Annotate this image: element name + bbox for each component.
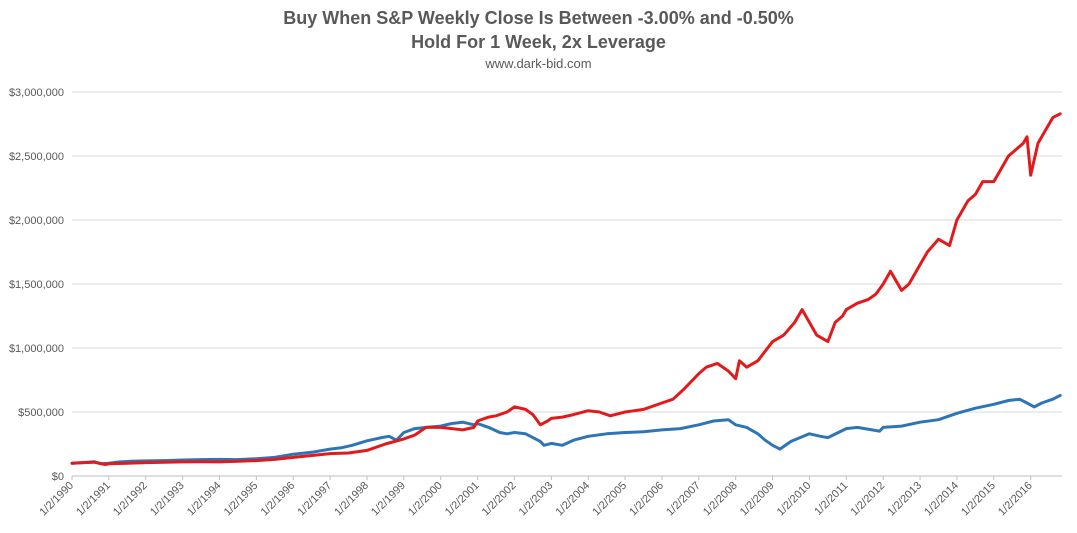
x-tick-label: 1/2/2006 [627, 480, 666, 519]
y-tick-label: $3,000,000 [9, 87, 64, 99]
chart-title: Buy When S&P Weekly Close Is Between -3.… [283, 8, 794, 28]
x-tick-label: 1/2/1993 [148, 480, 187, 519]
x-tick-label: 1/2/2005 [590, 480, 629, 519]
x-tick-label: 1/2/1997 [295, 480, 334, 519]
y-tick-label: $2,500,000 [9, 151, 64, 163]
x-tick-label: 1/2/1992 [111, 480, 150, 519]
gridlines [72, 91, 1062, 477]
x-tick-label: 1/2/2010 [775, 480, 814, 519]
series-line-red [70, 112, 1062, 466]
x-tick-label: 1/2/2000 [406, 480, 445, 519]
x-tick-label: 1/2/1990 [37, 480, 76, 519]
x-tick-label: 1/2/1999 [369, 480, 408, 519]
x-tick-label: 1/2/1996 [259, 480, 298, 519]
x-tick-label: 1/2/1994 [185, 480, 224, 519]
y-tick-label: $500,000 [18, 407, 64, 419]
x-tick-label: 1/2/2004 [554, 480, 593, 519]
x-tick-label: 1/2/2008 [701, 480, 740, 519]
series-line-blue [70, 393, 1062, 466]
x-tick-label: 1/2/2015 [959, 480, 998, 519]
x-tick-label: 1/2/2003 [517, 480, 556, 519]
x-tick-label: 1/2/2013 [885, 480, 924, 519]
x-tick-label: 1/2/2001 [443, 480, 482, 519]
x-tick-label: 1/2/1991 [74, 480, 113, 519]
chart-subtitle: Hold For 1 Week, 2x Leverage [411, 32, 666, 52]
x-tick-label: 1/2/2016 [996, 480, 1035, 519]
y-tick-label: $0 [52, 471, 64, 483]
axes: $0 $500,000 $1,000,000 $1,500,000 $2,000,000… [9, 87, 1035, 518]
x-tick-label: 1/2/2012 [849, 480, 888, 519]
y-tick-label: $1,500,000 [9, 279, 64, 291]
y-tick-label: $2,000,000 [9, 215, 64, 227]
chart-source: www.dark-bid.com [485, 56, 592, 71]
x-tick-label: 1/2/2011 [812, 480, 850, 518]
x-tick-label: 1/2/1995 [222, 480, 261, 519]
x-tick-label: 1/2/2007 [664, 480, 703, 519]
x-tick-label: 1/2/1998 [332, 480, 371, 519]
y-tick-label: $1,000,000 [9, 343, 64, 355]
x-tick-label: 1/2/2002 [480, 480, 519, 519]
chart-titles: Buy When S&P Weekly Close Is Between -3.… [0, 6, 1077, 74]
series-lines [70, 112, 1062, 466]
x-tick-label: 1/2/2014 [922, 480, 961, 519]
x-tick-label: 1/2/2009 [738, 480, 777, 519]
